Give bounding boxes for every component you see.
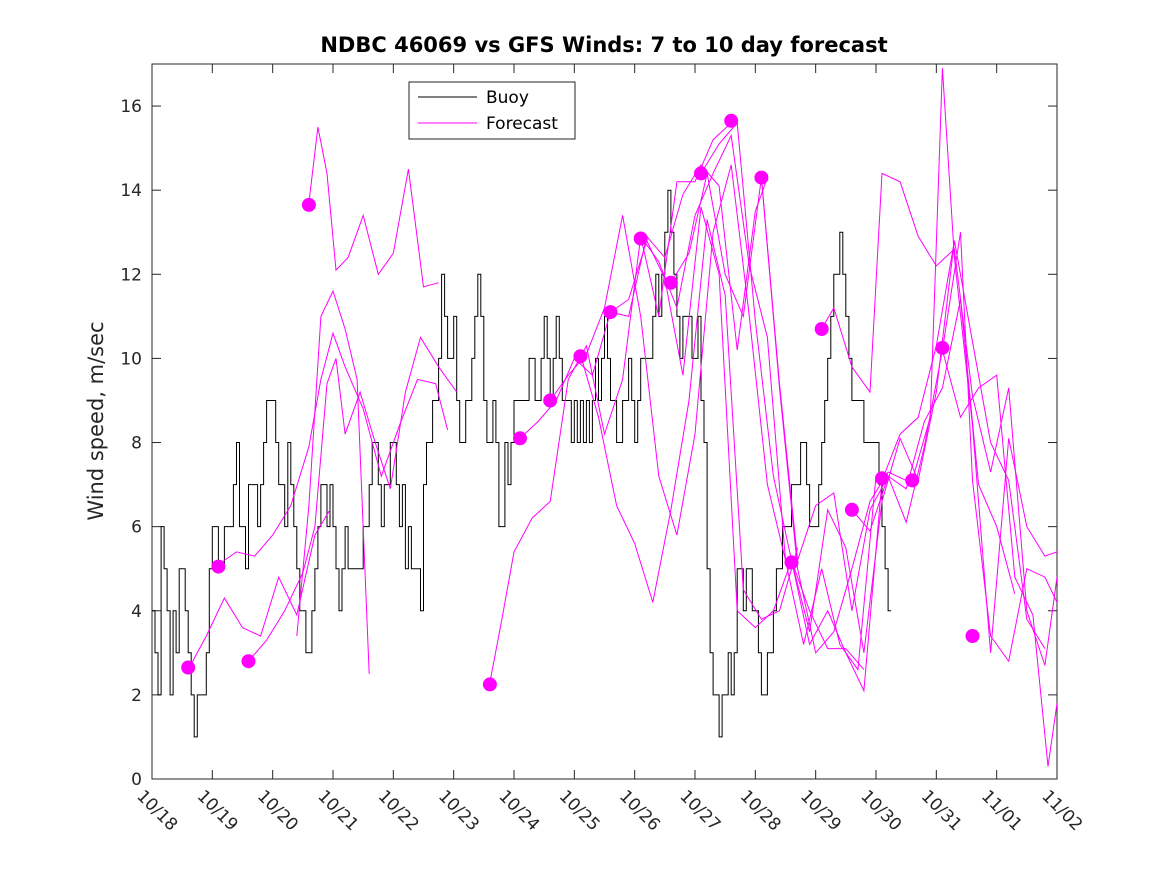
forecast-series-line-16 [821, 172, 1057, 666]
forecast-marker [784, 555, 799, 570]
forecast-marker [935, 340, 950, 355]
forecast-marker [573, 349, 588, 364]
forecast-series-line-2 [218, 331, 449, 565]
forecast-series-line-4 [308, 127, 439, 288]
y-tick-label: 0 [131, 770, 142, 790]
forecast-marker [724, 113, 739, 128]
y-tick-label: 10 [120, 349, 142, 369]
axes-frame [151, 63, 1058, 780]
forecast-marker [633, 231, 648, 246]
forecast-series-line-6 [489, 122, 732, 683]
forecast-marker [513, 431, 527, 446]
y-tick-label: 2 [131, 686, 142, 706]
forecast-marker [663, 275, 678, 290]
legend-box [408, 81, 576, 140]
forecast-series-line-18 [911, 68, 1057, 653]
forecast-marker [603, 305, 618, 320]
forecast-marker [965, 629, 980, 643]
forecast-marker [814, 322, 829, 336]
forecast-marker [875, 471, 889, 486]
forecast-marker [241, 654, 256, 669]
forecast-marker [844, 502, 859, 517]
forecast-marker [482, 677, 497, 692]
forecast-series-line-9 [579, 219, 799, 620]
forecast-marker [211, 559, 226, 574]
forecast-marker [181, 660, 196, 675]
forecast-marker [301, 197, 316, 212]
forecast-series-line-3 [248, 336, 458, 662]
forecast-series-line-1 [187, 509, 331, 670]
y-tick-label: 6 [131, 518, 142, 538]
forecast-marker [694, 166, 708, 181]
buoy-series-line [152, 189, 892, 738]
y-tick-label: 8 [131, 434, 142, 454]
forecast-series-line-19 [941, 232, 1057, 663]
forecast-series-line-5 [296, 289, 370, 674]
forecast-marker [905, 473, 920, 488]
y-tick-label: 12 [120, 265, 142, 285]
data-layer [152, 68, 1057, 767]
y-tick-label: 14 [120, 181, 142, 201]
legend: Buoy Forecast [408, 81, 576, 140]
legend-buoy-label: Buoy [486, 88, 529, 108]
chart-title: NDBC 46069 vs GFS Winds: 7 to 10 day for… [320, 33, 887, 57]
y-tick-label: 16 [120, 97, 142, 117]
legend-forecast-label: Forecast [486, 114, 558, 134]
y-tick-label: 4 [131, 602, 142, 622]
forecast-series-line-13 [700, 121, 955, 693]
forecast-marker [543, 393, 558, 408]
forecast-series-line-12 [670, 173, 907, 654]
forecast-marker [754, 170, 769, 185]
y-axis-label: Wind speed, m/sec [84, 321, 108, 520]
